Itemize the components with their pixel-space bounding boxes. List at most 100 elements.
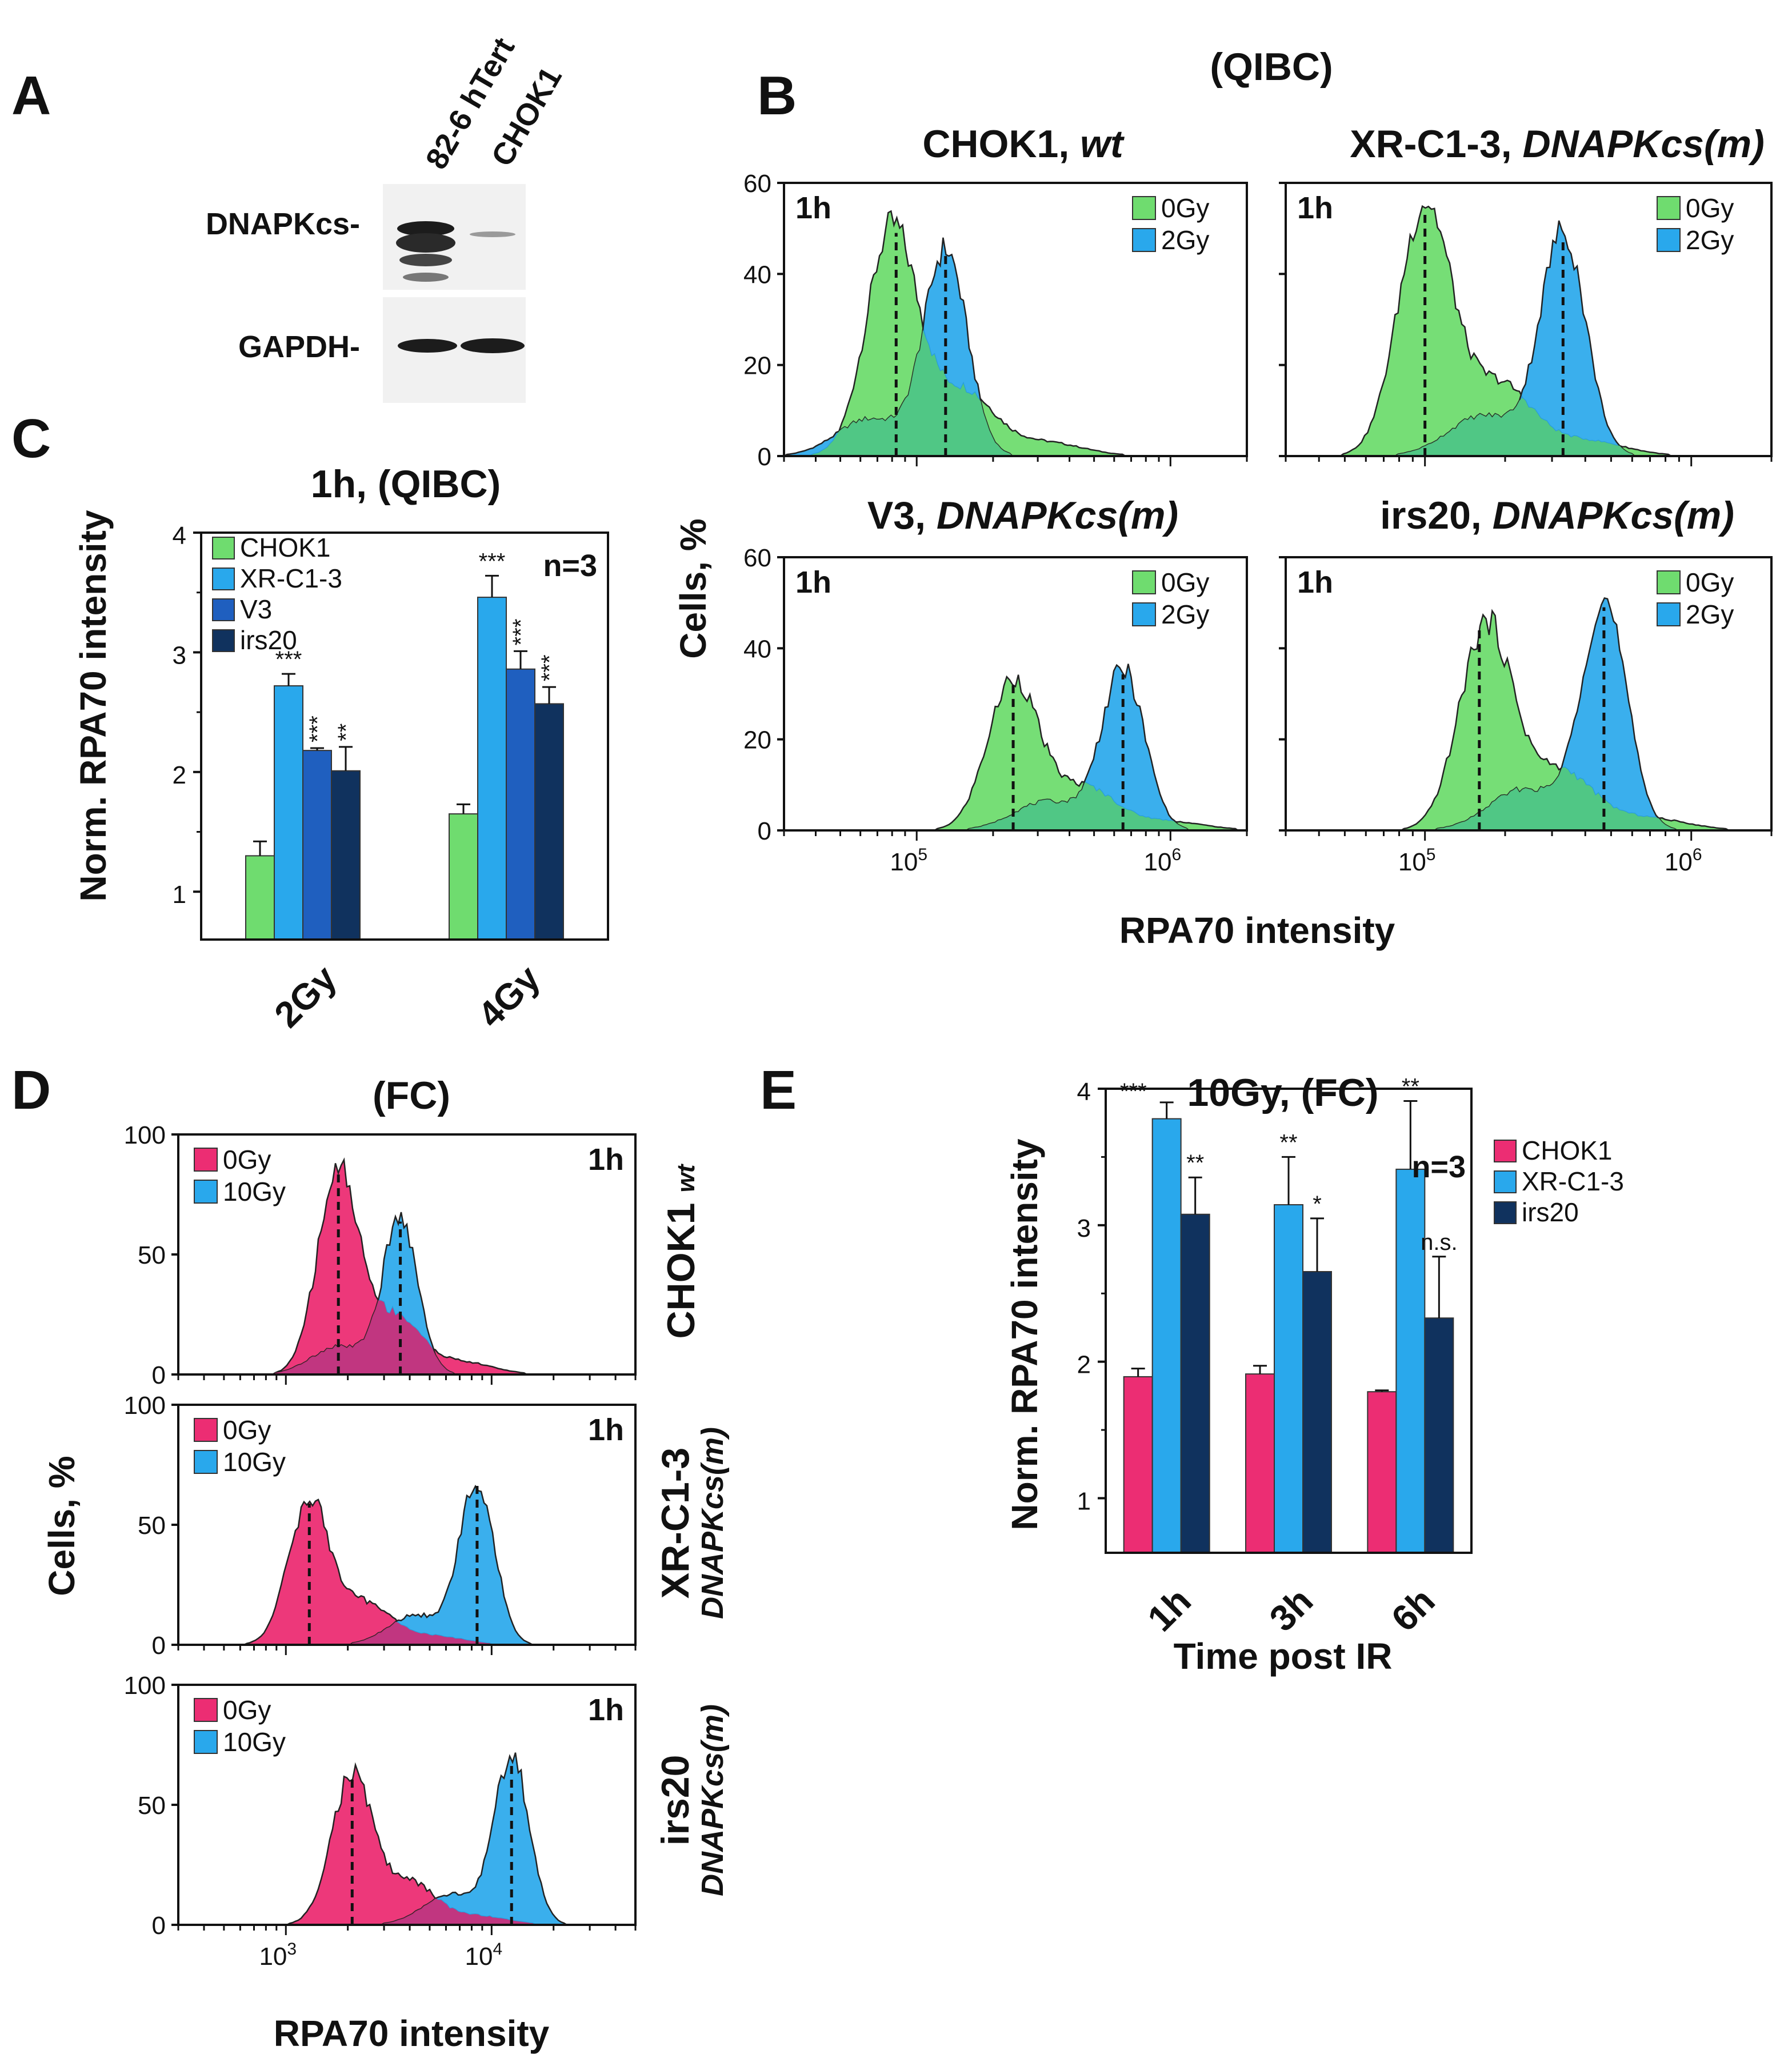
significance-label: *** (479, 549, 506, 574)
histogram-overlap (178, 1300, 635, 1374)
panel-c-ylabel: Norm. RPA70 intensity (73, 510, 114, 902)
x-tick-base: 10 (259, 1943, 287, 1971)
x-tick-base: 10 (1143, 848, 1171, 876)
side-label: irs20 (654, 1755, 697, 1846)
x-tick-label: 105 (1398, 845, 1436, 876)
panel-c-title: 1h, (QIBC) (311, 462, 501, 506)
y-tick-label: 50 (138, 1792, 166, 1820)
bar-CHOK1-1h (1123, 1376, 1153, 1554)
y-tick-label: 0 (758, 817, 771, 845)
timepoint-label: 1h (588, 1142, 624, 1177)
legend-swatch-0Gy (1657, 196, 1681, 220)
legend-swatch-0Gy (194, 1148, 218, 1172)
histogram-overlap (1286, 398, 1771, 456)
timepoint-label: 1h (1297, 565, 1333, 600)
legend-swatch-irs20 (1494, 1201, 1517, 1224)
bar-XR-C1-3-4Gy (477, 597, 507, 941)
y-tick-label: 3 (1077, 1214, 1091, 1242)
x-tick-label: 104 (465, 1940, 503, 1971)
legend-label: 0Gy (1686, 568, 1734, 597)
side-label-italic: DNAPKcs(m) (695, 1427, 730, 1619)
gapdh-band-82-6 (398, 339, 457, 353)
x-tick-exp: 5 (918, 845, 927, 864)
plot-frame (783, 556, 1248, 832)
legend-swatch-XR-C1-3 (1494, 1170, 1517, 1193)
y-tick-label: 100 (124, 1121, 166, 1149)
x-tick-exp: 3 (287, 1940, 297, 1959)
x-category-label: 6h (1383, 1580, 1443, 1640)
significance-label: * (1313, 1192, 1322, 1217)
legend-label: 2Gy (1686, 600, 1734, 629)
histogram-area-10Gy (178, 1484, 635, 1646)
y-tick-label: 20 (743, 352, 771, 380)
y-tick-label: 40 (743, 635, 771, 663)
significance-label: ** (334, 724, 359, 741)
y-tick-label: 0 (152, 1632, 166, 1660)
significance-label: *** (275, 647, 302, 672)
panel-e-ylabel: Norm. RPA70 intensity (1004, 1138, 1045, 1530)
x-tick-base: 10 (1665, 848, 1693, 876)
legend-swatch-0Gy (194, 1698, 218, 1722)
y-tick-label: 50 (138, 1512, 166, 1540)
bar-irs20-6h (1424, 1317, 1454, 1554)
n-annotation: n=3 (543, 549, 597, 583)
y-tick-label: 0 (152, 1361, 166, 1389)
legend-swatch-0Gy (1132, 196, 1156, 220)
panel-e: E 10Gy, (FC) Norm. RPA70 intensity Time … (760, 1060, 1624, 1677)
legend-swatch-0Gy (194, 1418, 218, 1442)
y-tick-label: 60 (743, 544, 771, 572)
significance-label: n.s. (1421, 1230, 1457, 1255)
panel-letter-a: A (11, 65, 51, 126)
x-category-label: 2Gy (266, 957, 345, 1036)
x-tick-exp: 6 (1693, 845, 1702, 864)
histogram-overlap (178, 1899, 635, 1925)
y-tick-label: 1 (1077, 1487, 1091, 1515)
panel-e-title: 10Gy, (FC) (1187, 1071, 1378, 1114)
significance-label: *** (305, 716, 330, 742)
y-tick-label: 0 (758, 443, 771, 471)
side-label: CHOK1wt (659, 1163, 703, 1338)
y-tick-label: 3 (173, 641, 186, 669)
panel-letter-d: D (11, 1060, 51, 1121)
timepoint-label: 1h (588, 1413, 624, 1447)
legend-label: 2Gy (1161, 225, 1209, 255)
y-tick-label: 50 (138, 1241, 166, 1269)
fc-histogram-chok1: CHOK1wt 0 50 100 1h 0Gy 10Gy (124, 1121, 703, 1389)
legend-label: 0Gy (1686, 193, 1734, 223)
y-tick-label: 4 (173, 522, 186, 550)
legend-label: 10Gy (223, 1727, 286, 1757)
legend-swatch-0Gy (1132, 570, 1156, 594)
legend-swatch-2Gy (1657, 602, 1681, 626)
row-label-gapdh: GAPDH- (238, 330, 360, 364)
significance-label: ** (1186, 1150, 1204, 1176)
x-category-label: 1h (1139, 1580, 1199, 1640)
bar-irs20-4Gy (534, 703, 564, 941)
n-annotation: n=3 (1411, 1150, 1466, 1184)
histogram-area-0Gy (178, 1762, 635, 1926)
panel-letter-c: C (11, 408, 51, 469)
legend-swatch-XR-C1-3 (212, 568, 235, 590)
subplot-title: CHOK1, wt (922, 122, 1125, 166)
bar-CHOK1-6h (1367, 1391, 1397, 1553)
y-tick-label: 2 (1077, 1351, 1091, 1379)
bar-irs20-1h (1180, 1213, 1210, 1553)
timepoint-label: 1h (795, 565, 831, 600)
panel-a: A 82-6 hTert CHOK1 DNAPKcs- GAPDH- (11, 32, 569, 403)
x-tick-label: 106 (1665, 845, 1702, 876)
x-tick-base: 10 (1398, 848, 1426, 876)
panel-c: C 1h, (QIBC) Norm. RPA70 intensity *****… (11, 408, 609, 1036)
significance-label: *** (537, 654, 562, 681)
panel-e-xlabel: Time post IR (1174, 1636, 1393, 1677)
subplot-title: irs20, DNAPKcs(m) (1380, 494, 1734, 537)
row-label-dnapkcs: DNAPKcs- (206, 207, 360, 241)
panel-letter-e: E (760, 1060, 797, 1121)
panel-d-title: (FC) (373, 1074, 450, 1117)
x-tick-label: 105 (890, 845, 927, 876)
panel-b-ylabel: Cells, % (673, 518, 714, 658)
significance-label: ** (1402, 1074, 1419, 1099)
